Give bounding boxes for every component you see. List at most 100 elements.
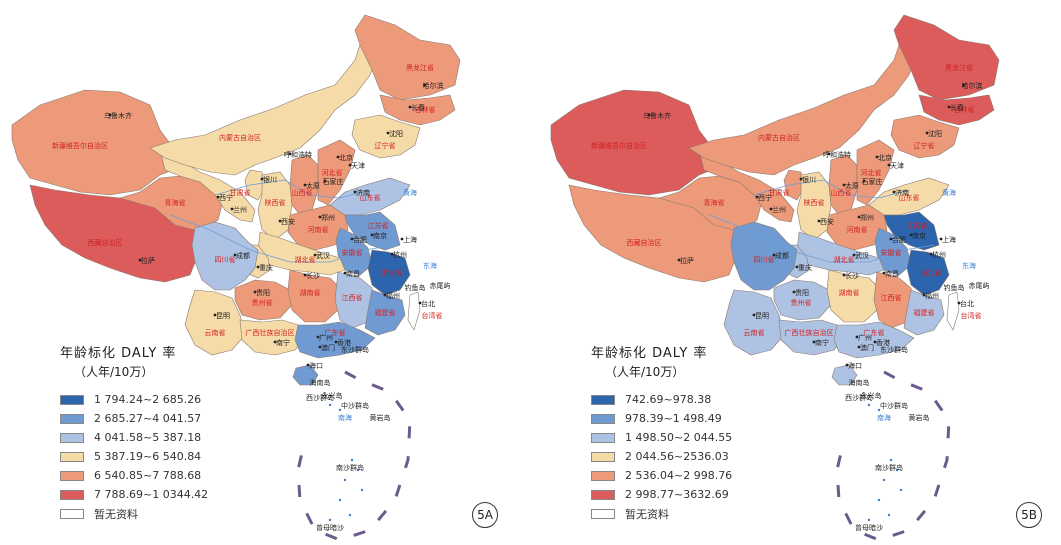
city-label: 重庆 [798, 263, 812, 272]
city-label: 福州 [386, 291, 400, 300]
city-dot [278, 219, 282, 223]
region-fujian [364, 289, 406, 336]
city-label: 兰州 [772, 205, 786, 214]
city-label: 沈阳 [389, 129, 403, 138]
city-label: 银川 [263, 175, 277, 184]
region-shaanxi [257, 171, 293, 241]
legend-swatch [591, 432, 615, 443]
city-dot [892, 190, 896, 194]
island-label: 曾母暗沙 [316, 523, 344, 532]
legend-label: 1 498.50~2 044.55 [625, 431, 733, 444]
island-dot [338, 408, 342, 412]
legend-item: 2 536.04~2 998.76 [591, 466, 732, 485]
region-jilin [379, 94, 456, 126]
city-label: 太原 [306, 181, 320, 190]
city-dot [769, 207, 773, 211]
island-label: 东沙群岛 [880, 345, 908, 354]
region-sichuan [730, 221, 798, 291]
region-hainan [831, 364, 858, 386]
province-label: 贵州省 [252, 298, 273, 307]
city-dot [873, 340, 877, 344]
region-guangdong [833, 321, 915, 359]
legend-swatch [591, 451, 615, 462]
city-label: 南宁 [276, 338, 290, 347]
island-dot [328, 518, 332, 522]
river-line [708, 214, 935, 263]
island-label: 赤尾屿 [430, 281, 451, 290]
city-label: 广州 [858, 333, 872, 342]
city-dot [216, 195, 220, 199]
province-label: 西藏自治区 [88, 238, 123, 247]
province-label: 山西省 [292, 188, 313, 197]
region-jiangsu [344, 211, 401, 251]
island-label: 黄岩岛 [370, 413, 391, 422]
city-label: 南昌 [885, 269, 899, 278]
city-dot [418, 301, 422, 305]
province-label: 四川省 [754, 255, 775, 264]
region-hunan [826, 269, 880, 323]
city-label: 兰州 [233, 205, 247, 214]
city-label: 拉萨 [680, 256, 694, 265]
city-label: 广州 [319, 333, 333, 342]
sea-label: 南海 [877, 413, 891, 422]
region-xinjiang [11, 89, 179, 196]
city-label: 北京 [878, 153, 892, 162]
island-label: 海南岛 [310, 378, 331, 387]
city-label: 哈尔滨 [423, 81, 444, 90]
city-dot [400, 237, 404, 241]
city-dot [962, 83, 966, 87]
city-dot [318, 215, 322, 219]
city-dot [842, 273, 846, 277]
city-label: 台北 [421, 299, 435, 308]
province-label: 福建省 [375, 308, 396, 317]
legend-swatch [591, 508, 615, 519]
island-dot [343, 478, 347, 482]
city-dot [303, 183, 307, 187]
river-line [753, 179, 910, 199]
island-dot [867, 518, 871, 522]
city-label: 哈尔滨 [962, 81, 983, 90]
city-dot [336, 155, 340, 159]
legend-subtitle: （人年/10万） [605, 365, 685, 379]
legend-rows: 742.69~978.38 978.39~1 498.49 1 498.50~2 0… [591, 390, 732, 523]
province-label: 台湾省 [422, 311, 443, 320]
legend-item: 2 044.56~2536.03 [591, 447, 732, 466]
region-gansu [159, 149, 256, 223]
city-label: 香港 [337, 338, 351, 347]
legend-item: 978.39~1 498.49 [591, 409, 732, 428]
legend-item: 6 540.85~7 788.68 [60, 466, 208, 485]
legend-swatch [60, 508, 84, 519]
nine-dash-line [296, 370, 412, 542]
city-dot [772, 253, 776, 257]
region-ningxia [783, 169, 805, 201]
region-shaanxi [796, 171, 832, 241]
island-label: 曾母暗沙 [855, 523, 883, 532]
city-dot [353, 190, 357, 194]
region-ningxia [244, 169, 266, 201]
city-dot [316, 335, 320, 339]
city-label: 呼和浩特 [284, 150, 312, 159]
city-label: 西宁 [219, 193, 233, 202]
province-label: 福建省 [914, 308, 935, 317]
city-dot [817, 219, 821, 223]
island-label: 西沙群岛 [306, 393, 334, 402]
region-neimenggu [688, 44, 920, 176]
island-label: 西沙群岛 [845, 393, 873, 402]
legend-item: 742.69~978.38 [591, 390, 732, 409]
city-label: 呼和浩特 [823, 150, 851, 159]
city-dot [929, 252, 933, 256]
city-dot [752, 313, 756, 317]
city-label: 西宁 [758, 193, 772, 202]
legend-label: 7 788.69~1 0344.42 [94, 488, 209, 501]
island-dot [348, 513, 352, 517]
city-dot [383, 293, 387, 297]
region-fujian [903, 289, 945, 336]
city-dot [827, 152, 831, 156]
province-label: 广东省 [864, 328, 885, 337]
legend-a: 年龄标化 DALY 率 （人年/10万） 1 794.24~2 685.26 2 … [60, 342, 208, 523]
city-dot [845, 363, 849, 367]
region-zhejiang [367, 249, 411, 296]
province-label: 广西壮族自治区 [246, 328, 295, 337]
